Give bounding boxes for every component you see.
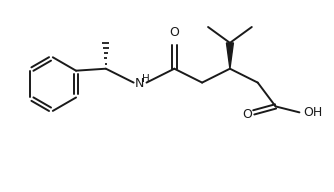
Text: H: H bbox=[142, 74, 150, 84]
Text: N: N bbox=[135, 77, 144, 90]
Polygon shape bbox=[226, 43, 233, 69]
Text: O: O bbox=[169, 26, 179, 39]
Text: O: O bbox=[242, 108, 252, 121]
Text: OH: OH bbox=[303, 106, 323, 119]
